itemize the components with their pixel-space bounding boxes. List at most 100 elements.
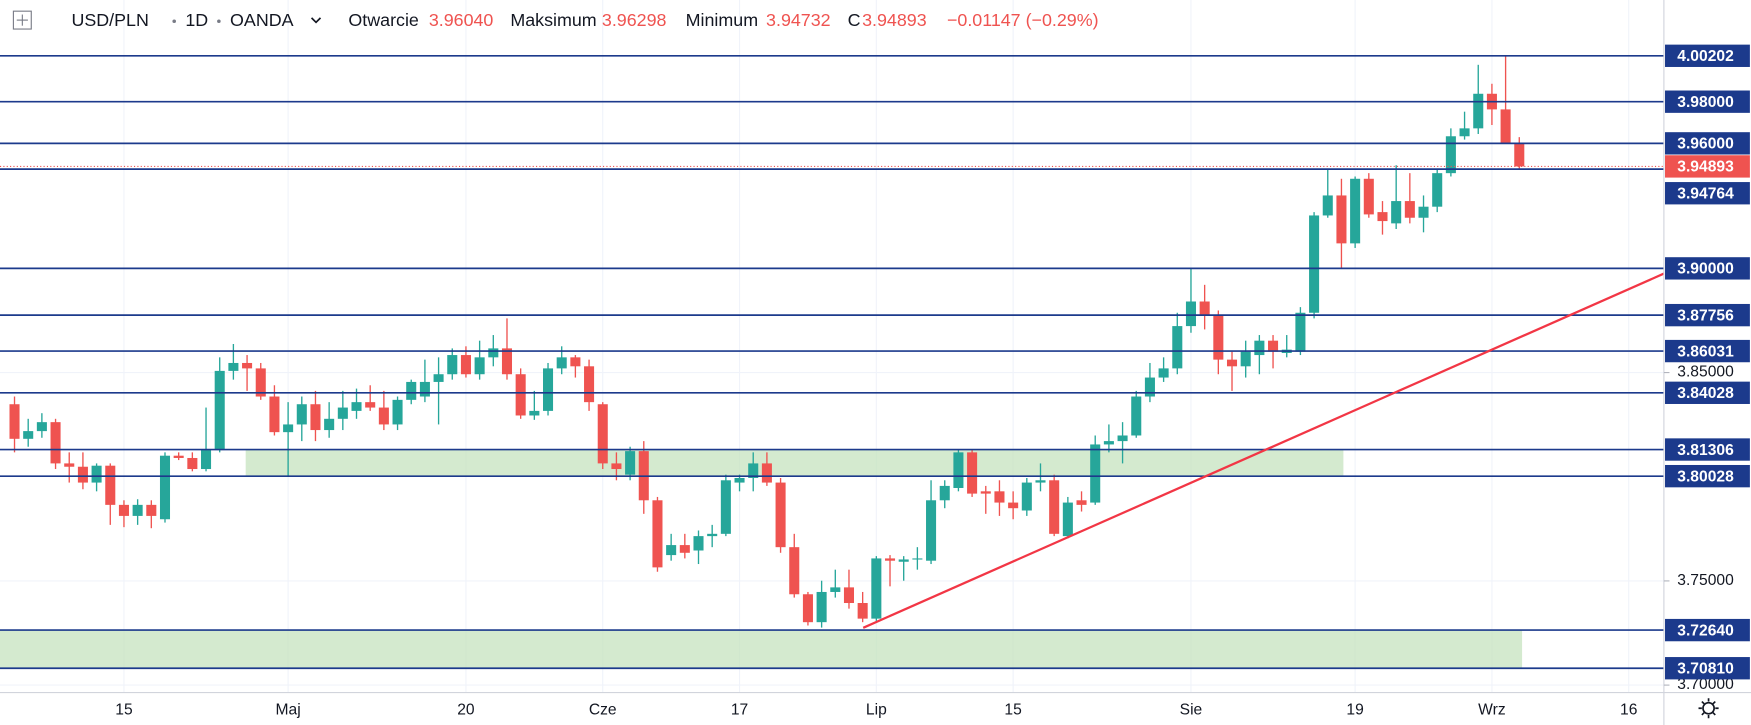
candle-body (707, 533, 718, 537)
candle-body (23, 431, 34, 439)
candle-body (1336, 195, 1347, 244)
candle-body (1500, 109, 1511, 143)
level-label-box (1665, 303, 1750, 327)
zone (0, 630, 1523, 669)
level-label: 3.90000 (1677, 261, 1734, 278)
candle-body (625, 451, 636, 475)
candle-body (378, 407, 389, 425)
candle-body (1076, 500, 1087, 505)
candle-body (419, 381, 430, 397)
level-label-box (1665, 44, 1750, 67)
x-tick-label: Lip (866, 702, 887, 719)
x-tick-label: 17 (731, 702, 748, 719)
interval[interactable]: 1D (185, 10, 208, 30)
settings-icon[interactable] (1698, 698, 1719, 719)
candle-body (132, 504, 143, 516)
candle-body (652, 500, 663, 568)
candle-body (460, 355, 471, 375)
candle-body (720, 480, 731, 534)
candle-body (392, 399, 403, 425)
level-label-box (1665, 618, 1750, 642)
y-tick-label: 3.70000 (1677, 676, 1734, 693)
y-tick-label: 3.75000 (1677, 572, 1734, 589)
candle-body (570, 357, 581, 367)
x-tick-label: 15 (115, 702, 133, 719)
x-tick-label: Sie (1180, 702, 1203, 719)
candle-body (1514, 142, 1525, 167)
candle-body (214, 370, 225, 451)
candle-body (529, 410, 540, 416)
candle-body (857, 603, 868, 619)
candle-body (64, 463, 75, 467)
candle-body (501, 348, 513, 375)
candle-body (173, 455, 184, 458)
candle-body (898, 559, 909, 562)
candle-body (1062, 502, 1073, 537)
trendline (862, 272, 1665, 629)
candle-body (1144, 377, 1155, 397)
candle-body (802, 594, 813, 623)
level-label-box (1665, 182, 1750, 205)
chevron[interactable] (310, 17, 322, 24)
y-tick-label: 3.85000 (1677, 364, 1734, 381)
candle-body (1158, 368, 1169, 378)
candle-body (9, 404, 20, 439)
candle-body (816, 591, 827, 623)
candle-body (1432, 173, 1443, 207)
candle-body (1172, 326, 1183, 369)
level-label-box (1665, 339, 1750, 363)
candle-body (488, 348, 499, 358)
candle-body (926, 500, 937, 561)
candle-body (1473, 93, 1484, 129)
gear[interactable] (1702, 701, 1715, 715)
source[interactable]: OANDA (230, 10, 294, 30)
candle-body (242, 362, 253, 369)
candle-body (584, 366, 595, 403)
candle-body (1090, 444, 1101, 503)
candle-body (884, 558, 896, 561)
candle-body (283, 424, 294, 433)
candle-body (1268, 340, 1279, 352)
candle-body (105, 465, 116, 505)
candle-body (310, 404, 321, 431)
candle-body (1418, 206, 1429, 218)
candle-body (187, 457, 198, 470)
level-label: 3.87756 (1677, 307, 1734, 324)
last-price-label: 3.94893 (1677, 159, 1734, 176)
x-tick-label: 15 (1004, 702, 1022, 719)
field-value: 3.94732 (766, 10, 831, 30)
candle-body (1226, 359, 1238, 367)
price-axis-panel (1663, 0, 1751, 725)
plot-area (0, 0, 1665, 693)
candle-body (775, 482, 786, 548)
last-price-box (1665, 155, 1750, 178)
candle-body (994, 491, 1005, 503)
candle-body (748, 463, 759, 478)
axes: 15 Maj 20 Cze 17 Lip 15 Sie 19 Wrz 16 3.70000 3.7500… (115, 44, 1750, 719)
candle-body (1459, 128, 1470, 137)
candle-body (1240, 351, 1251, 367)
candle-body (679, 545, 690, 553)
level-label: 3.70810 (1677, 660, 1734, 677)
candle-body (789, 547, 800, 595)
candle-body (1103, 441, 1114, 445)
level-label-box (1665, 438, 1750, 461)
x-tick-label: 20 (457, 702, 475, 719)
level-label-box (1665, 90, 1750, 113)
add-symbol-icon[interactable] (12, 10, 32, 30)
candle-body (1035, 480, 1046, 483)
candle-body (830, 587, 841, 592)
candle-body (761, 463, 772, 483)
candle-body (433, 374, 444, 382)
x-tick-label: Cze (589, 702, 617, 719)
candle-body (597, 404, 608, 464)
candle-body (50, 422, 61, 464)
candle-body (351, 402, 362, 411)
candle-body (1295, 312, 1306, 352)
candle-body (1391, 201, 1402, 224)
symbol[interactable]: USD/PLN (71, 10, 148, 30)
candle-body (296, 404, 307, 425)
level-label: 3.94764 (1677, 185, 1734, 202)
candle-body (1377, 212, 1388, 222)
level-label-box (1665, 132, 1750, 155)
